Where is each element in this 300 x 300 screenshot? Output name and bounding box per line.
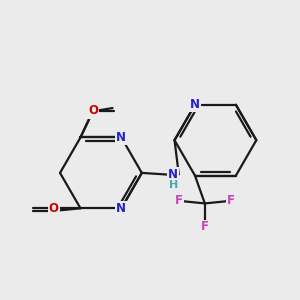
Text: O: O	[88, 104, 98, 117]
Text: O: O	[49, 204, 59, 218]
Text: N: N	[116, 131, 126, 144]
Text: O: O	[88, 105, 98, 118]
Text: O: O	[49, 202, 59, 215]
Text: N: N	[168, 168, 178, 181]
Text: F: F	[227, 194, 235, 207]
Text: F: F	[175, 194, 183, 207]
Text: N: N	[116, 202, 126, 215]
Text: N: N	[190, 98, 200, 111]
Text: H: H	[169, 180, 178, 190]
Text: F: F	[201, 220, 209, 233]
